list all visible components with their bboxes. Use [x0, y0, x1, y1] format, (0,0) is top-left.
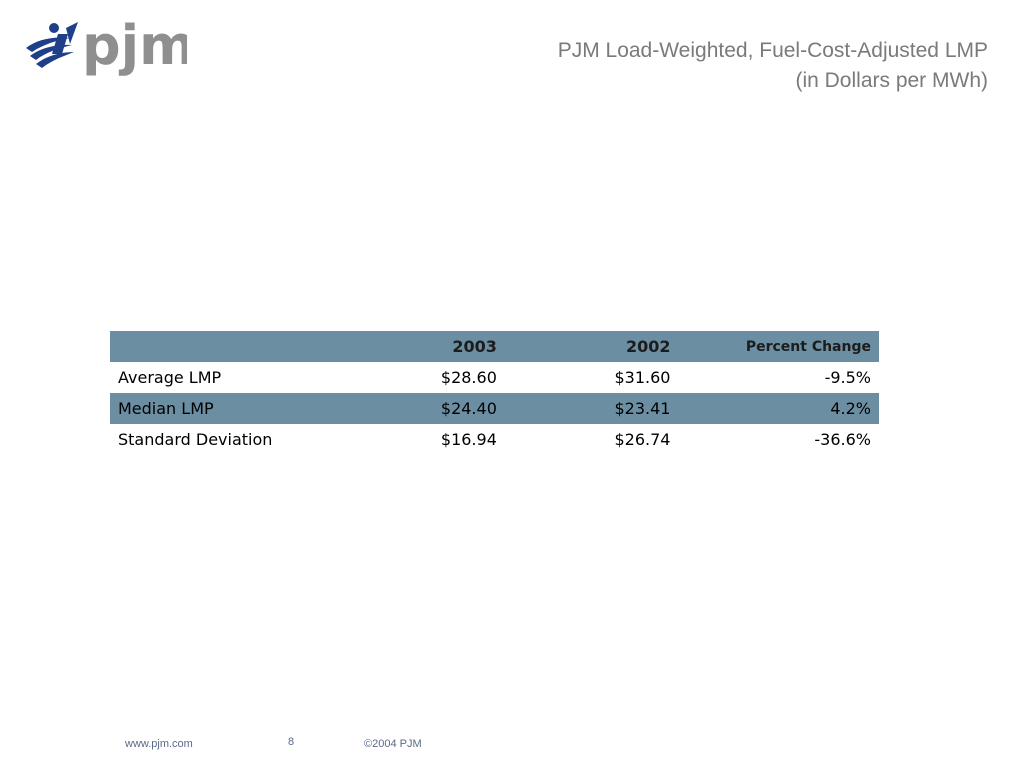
table-row: Standard Deviation $16.94 $26.74 -36.6%	[110, 424, 879, 455]
title-line-1: PJM Load-Weighted, Fuel-Cost-Adjusted LM…	[557, 39, 988, 62]
pjm-logo: pjm	[22, 14, 187, 82]
row-label: Standard Deviation	[118, 430, 273, 449]
footer-page-number: 8	[288, 736, 295, 748]
table-header-row: 2003 2002 Percent Change	[110, 331, 879, 362]
table-row: Median LMP $24.40 $23.41 4.2%	[110, 393, 879, 424]
lmp-table: 2003 2002 Percent Change Average LMP $28…	[110, 331, 879, 455]
header-percent-change: Percent Change	[745, 338, 871, 355]
table-row: Average LMP $28.60 $31.60 -9.5%	[110, 362, 879, 393]
cell-2002: $23.41	[614, 399, 671, 418]
cell-2002: $26.74	[614, 430, 671, 449]
logo-text: pjm	[82, 14, 187, 77]
cell-2002: $31.60	[614, 368, 671, 387]
slide-title: PJM Load-Weighted, Fuel-Cost-Adjusted LM…	[468, 36, 988, 96]
pjm-swoosh-logo-icon: pjm	[26, 14, 187, 77]
cell-percent-change: -36.6%	[814, 430, 871, 449]
header-label	[110, 331, 350, 362]
header-2002: 2002	[625, 337, 671, 356]
header-2003: 2003	[452, 337, 497, 356]
cell-2003: $16.94	[440, 430, 497, 449]
row-label: Average LMP	[118, 368, 222, 387]
cell-2003: $24.40	[440, 399, 497, 418]
row-label: Median LMP	[118, 399, 214, 418]
cell-percent-change: -9.5%	[824, 368, 871, 387]
footer-copyright: ©2004 PJM	[364, 738, 422, 750]
cell-percent-change: 4.2%	[830, 399, 871, 418]
cell-2003: $28.60	[440, 368, 497, 387]
title-line-2: (in Dollars per MWh)	[795, 69, 988, 92]
footer-url: www.pjm.com	[125, 738, 193, 750]
